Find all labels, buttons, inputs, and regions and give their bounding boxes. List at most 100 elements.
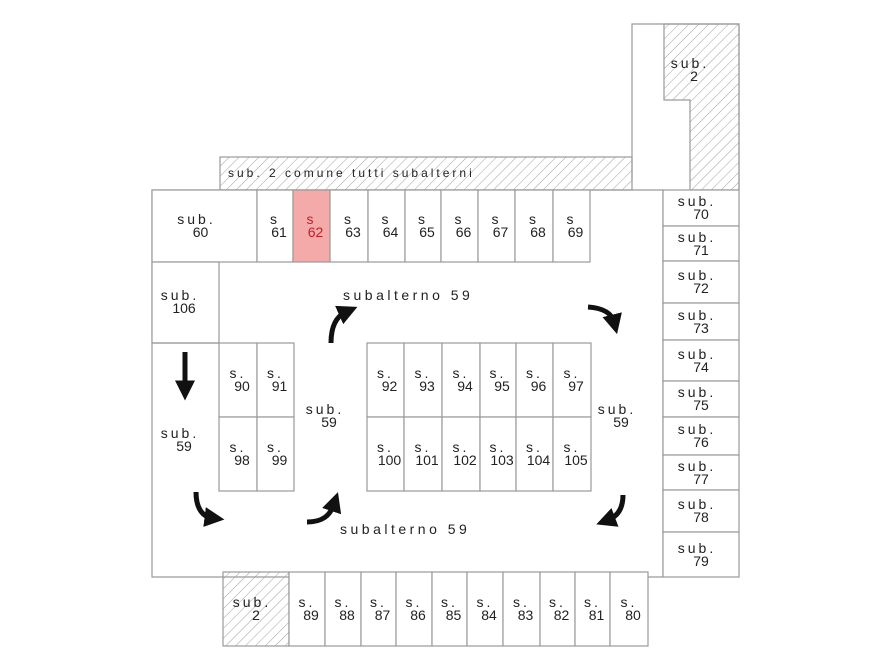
unit-label-77: sub. 77 bbox=[678, 459, 716, 486]
unit-prefix: s. bbox=[377, 365, 394, 381]
unit-number: 68 bbox=[530, 224, 546, 240]
unit-prefix: s. bbox=[377, 439, 394, 455]
parking-unit-70 bbox=[662, 189, 740, 227]
unit-number: 98 bbox=[234, 452, 250, 468]
unit-prefix: s. bbox=[334, 594, 352, 610]
unit-label-65: s 65 bbox=[411, 212, 435, 239]
unit-number: 93 bbox=[419, 378, 435, 394]
parking-unit-105 bbox=[552, 416, 592, 492]
parking-unit-64 bbox=[367, 189, 406, 263]
unit-prefix: s. bbox=[489, 365, 507, 381]
unit-number: 96 bbox=[530, 378, 547, 394]
unit-prefix: s bbox=[306, 211, 317, 227]
unit-number: 61 bbox=[271, 224, 287, 240]
unit-label-86: s. 86 bbox=[402, 594, 426, 622]
parking-unit-75 bbox=[662, 380, 740, 418]
unit-number: 74 bbox=[693, 358, 709, 375]
unit-label-100: s. 100 bbox=[370, 439, 401, 467]
unit-prefix: sub. bbox=[677, 193, 717, 209]
unit-prefix: s. bbox=[405, 594, 423, 610]
parking-unit-98 bbox=[218, 416, 258, 492]
parking-unit-66 bbox=[440, 189, 479, 263]
unit-label-71: sub. 71 bbox=[678, 230, 716, 257]
unit-number: 89 bbox=[303, 607, 319, 623]
unit-prefix: sub. bbox=[232, 594, 272, 610]
unit-prefix: s. bbox=[229, 365, 247, 381]
unit-number: 75 bbox=[693, 397, 709, 413]
traffic-arrow-curved-up-right-icon bbox=[306, 492, 342, 525]
parking-unit-74 bbox=[662, 339, 740, 382]
unit-prefix: s. bbox=[549, 594, 566, 610]
unit-label-84: s. 84 bbox=[473, 595, 497, 622]
unit-prefix: sub. bbox=[160, 287, 200, 303]
unit-label-80: s. 80 bbox=[617, 594, 641, 622]
parking-unit-65 bbox=[404, 189, 442, 263]
unit-number: 67 bbox=[492, 224, 509, 240]
aisle-label-right: sub. 59 bbox=[597, 401, 637, 430]
unit-prefix: sub. bbox=[677, 306, 717, 323]
unit-prefix: s. bbox=[229, 439, 247, 455]
unit-prefix: s. bbox=[452, 439, 470, 455]
parking-unit-99 bbox=[256, 416, 295, 492]
parking-unit-95 bbox=[479, 342, 517, 418]
unit-number: 90 bbox=[234, 378, 250, 394]
unit-prefix: sub. bbox=[677, 384, 717, 400]
aisle-label-middle: sub. 59 bbox=[305, 401, 345, 430]
unit-label-68: s 68 bbox=[522, 211, 546, 240]
unit-label-60: sub. 60 bbox=[177, 212, 215, 240]
unit-number: 92 bbox=[381, 378, 398, 394]
parking-unit-104 bbox=[515, 416, 554, 492]
unit-label-96: s. 96 bbox=[523, 365, 547, 394]
parking-unit-102 bbox=[441, 416, 481, 492]
parking-unit-71 bbox=[662, 225, 740, 262]
unit-label-103: s. 103 bbox=[482, 439, 514, 467]
parking-unit-85 bbox=[431, 571, 468, 647]
parking-unit-91 bbox=[256, 342, 295, 418]
parking-unit-94 bbox=[441, 342, 481, 418]
unit-prefix: s bbox=[566, 211, 577, 227]
unit-number: 62 bbox=[307, 224, 324, 240]
unit-number: 59 bbox=[176, 438, 192, 454]
unit-prefix: sub. bbox=[677, 267, 717, 283]
unit-number: 79 bbox=[693, 552, 709, 569]
unit-label-sub-59-left: sub. 59 bbox=[161, 426, 199, 454]
unit-prefix: s. bbox=[441, 594, 458, 610]
unit-label-101: s. 101 bbox=[407, 440, 439, 467]
unit-label-73: sub. 73 bbox=[677, 306, 717, 336]
parking-unit-67 bbox=[477, 189, 516, 263]
aisle-label-bottom: subalterno 59 bbox=[340, 521, 471, 537]
unit-number: 104 bbox=[526, 452, 551, 468]
unit-number: 88 bbox=[339, 607, 355, 623]
parking-unit-96 bbox=[515, 342, 554, 418]
unit-prefix: s bbox=[269, 211, 280, 227]
parking-unit-69 bbox=[552, 189, 591, 263]
unit-number: 63 bbox=[345, 224, 361, 240]
unit-number: 73 bbox=[693, 319, 709, 336]
unit-number: 2 bbox=[252, 607, 260, 623]
unit-prefix: s bbox=[528, 211, 539, 227]
unit-prefix: s bbox=[343, 211, 354, 227]
unit-prefix: s. bbox=[526, 365, 543, 381]
unit-prefix: s. bbox=[563, 439, 581, 455]
unit-number: 76 bbox=[693, 434, 709, 450]
unit-prefix: s. bbox=[370, 594, 387, 610]
common-area-sub2-tower bbox=[663, 23, 740, 191]
unit-number: 70 bbox=[693, 206, 709, 222]
parking-unit-72 bbox=[662, 260, 740, 304]
unit-prefix: s. bbox=[267, 365, 284, 381]
unit-label-85: s. 85 bbox=[438, 594, 461, 622]
unit-prefix: s. bbox=[620, 594, 638, 610]
unit-number: 60 bbox=[192, 224, 209, 240]
parking-unit-76 bbox=[662, 416, 740, 456]
unit-label-106: sub. 106 bbox=[160, 287, 200, 315]
aisle-label-top: subalterno 59 bbox=[343, 287, 474, 303]
unit-prefix: s. bbox=[584, 594, 601, 610]
unit-prefix: s. bbox=[489, 439, 507, 455]
unit-label-64: s 64 bbox=[375, 212, 398, 239]
unit-number: 82 bbox=[553, 607, 570, 623]
unit-label-62: s 62 bbox=[300, 211, 324, 240]
unit-label-102: s. 102 bbox=[445, 439, 477, 467]
unit-number: 97 bbox=[568, 378, 584, 394]
